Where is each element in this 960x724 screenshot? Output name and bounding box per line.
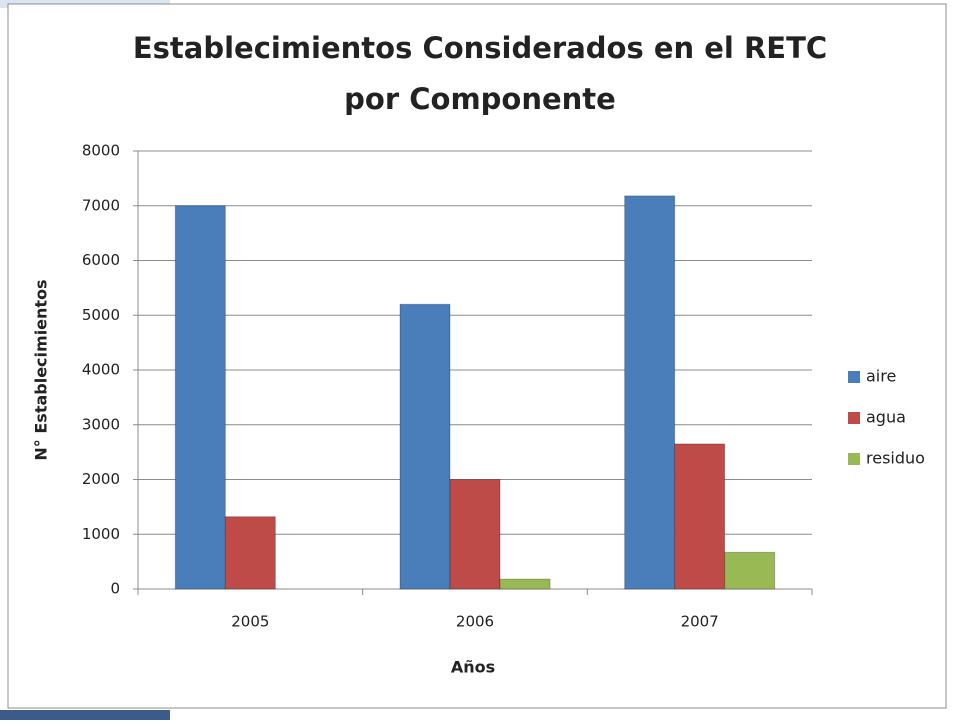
y-tick-label: 7000 <box>82 196 120 214</box>
bar <box>224 516 276 590</box>
y-axis-label: N° Establecimientos <box>32 279 51 460</box>
legend-label: aire <box>866 367 896 386</box>
y-tick-label: 8000 <box>82 142 120 160</box>
legend-swatch <box>848 371 860 383</box>
x-tick-label: 2006 <box>456 613 494 631</box>
y-tick-label: 4000 <box>82 361 120 379</box>
x-tick-label: 2007 <box>681 613 719 631</box>
bar <box>399 303 451 590</box>
y-tick-label: 2000 <box>82 470 120 488</box>
bar <box>499 578 551 590</box>
legend-swatch <box>848 412 860 424</box>
legend-label: agua <box>866 408 906 427</box>
bar <box>724 551 776 590</box>
legend-label: residuo <box>866 449 925 468</box>
bar <box>674 443 726 590</box>
chart-title: por Componente <box>344 82 616 116</box>
background-image <box>0 710 170 720</box>
y-tick-label: 5000 <box>82 306 120 324</box>
bar <box>449 479 501 590</box>
bar <box>174 205 226 590</box>
y-tick-label: 0 <box>110 580 120 598</box>
chart-frame <box>7 3 947 709</box>
y-tick-label: 6000 <box>82 251 120 269</box>
y-tick-label: 3000 <box>82 415 120 433</box>
legend-swatch <box>848 453 860 465</box>
y-tick-label: 1000 <box>82 525 120 543</box>
x-axis-label: Años <box>451 658 495 677</box>
chart-title: Establecimientos Considerados en el RETC <box>133 31 827 65</box>
x-tick-label: 2005 <box>231 613 269 631</box>
bar <box>624 195 676 590</box>
